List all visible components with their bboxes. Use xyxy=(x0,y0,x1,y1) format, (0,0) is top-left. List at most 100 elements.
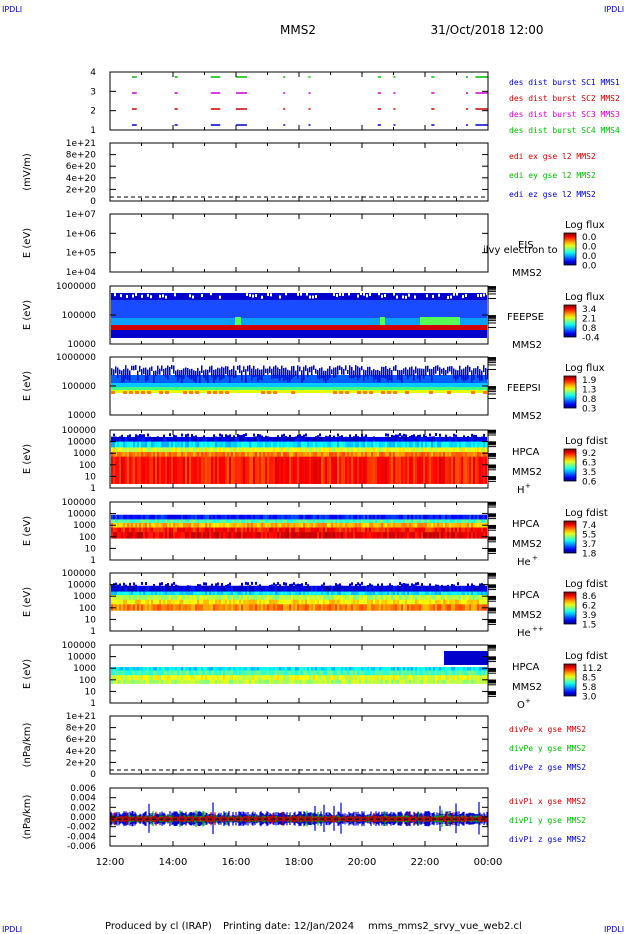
spectrogram-speckle xyxy=(403,368,405,375)
spectrogram-cell xyxy=(135,519,137,524)
spectrogram-cell xyxy=(169,585,171,593)
spectrogram-cell xyxy=(383,604,385,611)
spectrogram-cell xyxy=(131,436,133,443)
spectrogram-cell xyxy=(223,595,225,601)
spectrogram-cell xyxy=(123,527,125,533)
spectrogram-cell xyxy=(383,591,385,596)
spectrogram-cell xyxy=(409,514,411,520)
spectrogram-cell xyxy=(183,452,185,458)
y-tick-label: 1 xyxy=(90,556,96,566)
spectrogram-cell xyxy=(461,527,463,533)
spectrogram-cell xyxy=(279,527,281,533)
spectrogram-cell xyxy=(257,456,259,484)
spectrogram-cell xyxy=(249,585,251,593)
spectrogram-cell xyxy=(385,675,387,681)
spectrogram-cell xyxy=(191,585,193,593)
spectrogram-cell xyxy=(391,436,393,443)
spectrogram-cell xyxy=(257,599,259,605)
spectrogram-cell xyxy=(393,514,395,520)
spectrogram-cell xyxy=(479,532,481,539)
spectrogram-cell xyxy=(163,595,165,601)
spectrogram-cell xyxy=(465,527,467,533)
spectrogram-cell xyxy=(111,447,113,453)
spectrogram-cell xyxy=(309,675,311,681)
spectrogram-cell xyxy=(449,585,451,593)
spectrogram-cell xyxy=(245,527,247,533)
spectrogram-cell xyxy=(405,604,407,611)
spectrogram-cell xyxy=(203,582,205,586)
spectrogram-cell xyxy=(269,585,271,593)
spectrogram-cell xyxy=(191,532,193,539)
spectrogram-cell xyxy=(325,447,327,453)
spectrogram-cell xyxy=(293,679,295,684)
spectrogram-cell xyxy=(451,441,453,448)
spectrogram-cell xyxy=(335,679,337,684)
spectrogram-cell xyxy=(319,667,321,672)
spectrogram-cell xyxy=(161,441,163,448)
spectrogram-cell xyxy=(165,585,167,593)
spectrogram-cell xyxy=(169,679,171,684)
spectrogram-cell xyxy=(221,583,223,587)
spectrogram-cell xyxy=(211,527,213,533)
spectrogram-speckle xyxy=(383,366,385,379)
spectrogram-cell xyxy=(325,667,327,672)
spectrogram-cell xyxy=(459,604,461,611)
spectrogram-cell xyxy=(417,675,419,681)
spectrogram-cell xyxy=(219,532,221,539)
spectrogram-cell xyxy=(367,452,369,458)
spectrogram-cell xyxy=(225,456,227,484)
spectrogram-cell xyxy=(303,434,305,438)
spectrogram-cell xyxy=(195,591,197,596)
spectrogram-cell xyxy=(321,522,323,529)
spectrogram-cell xyxy=(141,595,143,601)
spectrogram-cell xyxy=(337,532,339,539)
spectrogram-cell xyxy=(293,441,295,448)
spectrogram-cell xyxy=(267,675,269,681)
spectrogram-speckle xyxy=(245,369,247,383)
spectrogram-cell xyxy=(119,595,121,601)
spectrogram-cell xyxy=(281,436,283,443)
y-tick-label: 0 xyxy=(90,770,96,780)
spectrogram-cell xyxy=(383,527,385,533)
spectrogram-cell xyxy=(393,604,395,611)
spectrogram-cell xyxy=(423,667,425,672)
spectrogram-cell xyxy=(315,436,317,440)
spectrogram-gap xyxy=(261,295,263,299)
spectrogram-cell xyxy=(445,522,447,529)
spectrogram-cell xyxy=(379,667,381,672)
spectrogram-cell xyxy=(365,675,367,681)
spectrogram-cell xyxy=(191,527,193,533)
spectrogram-speckle xyxy=(305,365,307,372)
spectrogram-cell xyxy=(135,584,137,588)
spectrogram-cell xyxy=(219,585,221,593)
spectrogram-cell xyxy=(383,667,385,672)
spectrogram-cell xyxy=(155,591,157,596)
spectrogram-cell xyxy=(477,670,479,676)
spectrogram-cell xyxy=(345,456,347,484)
spectrogram-cell xyxy=(329,604,331,611)
spectrogram-cell xyxy=(129,591,131,596)
spectrogram-gap xyxy=(366,294,368,298)
spacecraft-title: MMS2 xyxy=(280,23,316,37)
spectrogram-cell xyxy=(281,519,283,524)
spectrogram-cell xyxy=(255,456,257,484)
spectrogram-cell xyxy=(201,519,203,524)
spectrogram-cell xyxy=(417,527,419,533)
y-axis-label: E (eV) xyxy=(22,371,33,401)
spectrogram-cell xyxy=(369,436,371,443)
spectrogram-cell xyxy=(203,532,205,539)
spectrogram-cell xyxy=(321,441,323,448)
spectrogram-speckle xyxy=(275,365,277,379)
spectrogram-cell xyxy=(249,604,251,611)
spectrogram-cell xyxy=(447,456,449,484)
spectrogram-cell xyxy=(315,667,317,672)
spectrogram-cell xyxy=(169,604,171,611)
spectrogram-cell xyxy=(417,447,419,453)
spectrogram-cell xyxy=(405,585,407,593)
spectrogram-cell xyxy=(449,456,451,484)
spectrogram-cell xyxy=(283,591,285,596)
spectrogram-cell xyxy=(207,514,209,520)
spectrogram-cell xyxy=(265,679,267,684)
colorbar-tick-label: 3.7 xyxy=(582,540,596,550)
spectrogram-cell xyxy=(473,441,475,448)
